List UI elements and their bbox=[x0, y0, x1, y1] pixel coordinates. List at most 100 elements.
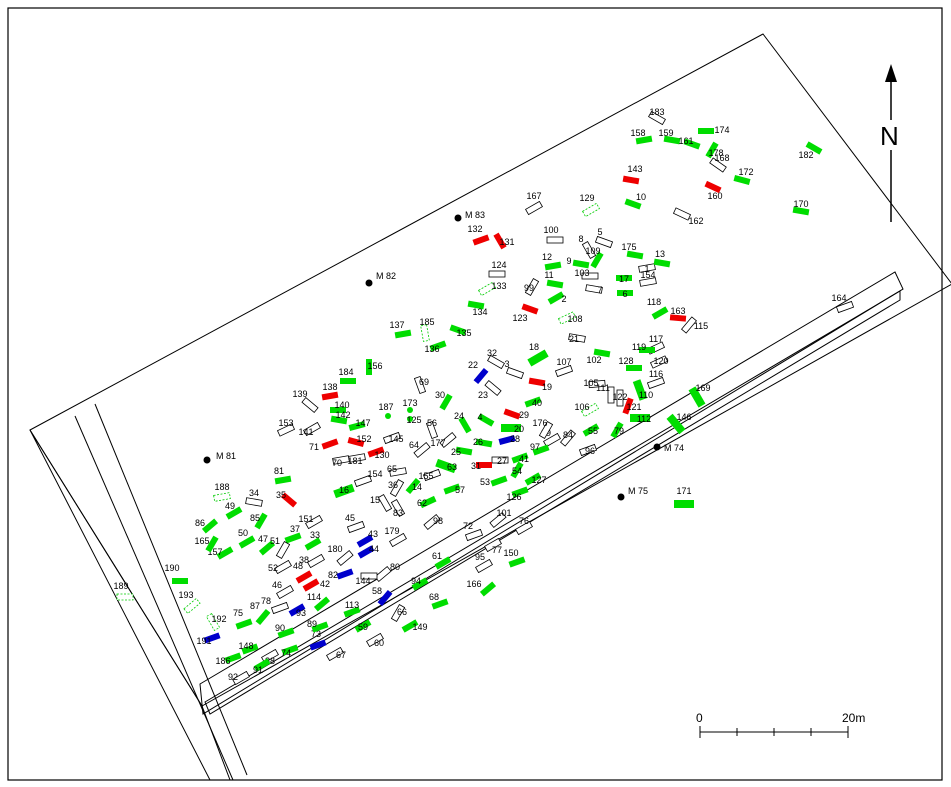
feature-mark bbox=[407, 416, 413, 422]
feature-153: 153 bbox=[276, 418, 296, 437]
feature-mark bbox=[581, 241, 597, 259]
feature-183: 183 bbox=[648, 107, 666, 126]
feature-label: 184 bbox=[338, 367, 353, 377]
feature-mark bbox=[321, 391, 339, 401]
feature-label: 77 bbox=[492, 545, 502, 555]
feature-mark bbox=[505, 366, 525, 380]
feature-label: 107 bbox=[556, 357, 571, 367]
feature-label: 173 bbox=[402, 398, 417, 408]
feature-mark bbox=[313, 596, 331, 612]
feature-30: 30 bbox=[435, 390, 453, 411]
feature-label: 161 bbox=[678, 136, 693, 146]
feature-label: 92 bbox=[228, 672, 238, 682]
feature-78: 78 bbox=[261, 596, 290, 615]
feature-mark bbox=[224, 652, 242, 664]
feature-74: 74 bbox=[281, 644, 299, 658]
feature-mark bbox=[674, 500, 694, 508]
feature-label: 178 bbox=[708, 148, 723, 158]
feature-label: 62 bbox=[417, 498, 427, 508]
feature-157: 157 bbox=[207, 546, 234, 560]
feature-mark bbox=[488, 270, 506, 278]
feature-122: 122 bbox=[612, 389, 628, 407]
feature-mark bbox=[405, 477, 421, 495]
feature-mark bbox=[489, 511, 507, 529]
feature-label: 128 bbox=[618, 356, 633, 366]
feature-mark bbox=[835, 300, 855, 314]
feature-mark bbox=[638, 263, 656, 273]
feature-mark bbox=[343, 606, 361, 618]
feature-131: 131 bbox=[493, 232, 515, 250]
feature-label: 51 bbox=[270, 536, 280, 546]
feature-182: 182 bbox=[798, 141, 823, 160]
feature-69: 69 bbox=[413, 375, 429, 395]
feature-93: 93 bbox=[288, 603, 306, 618]
feature-98: 98 bbox=[423, 513, 443, 531]
feature-label: 156 bbox=[367, 361, 382, 371]
feature-60: 60 bbox=[366, 632, 384, 648]
feature-181: 181 bbox=[347, 453, 366, 466]
feature-mark bbox=[307, 553, 325, 569]
marker-m82: M 82 bbox=[365, 271, 396, 287]
feature-13: 13 bbox=[653, 249, 671, 268]
feature-label: 153 bbox=[278, 418, 293, 428]
feature-mark bbox=[253, 658, 271, 672]
feature-40: 40 bbox=[524, 396, 542, 408]
feature-label: 9 bbox=[566, 256, 571, 266]
feature-label: 94 bbox=[411, 576, 421, 586]
feature-125: 125 bbox=[406, 415, 421, 425]
feature-mark bbox=[347, 437, 365, 447]
feature-label: 159 bbox=[658, 128, 673, 138]
feature-label: 150 bbox=[503, 548, 518, 558]
feature-label: 82 bbox=[328, 570, 338, 580]
feature-91: 91 bbox=[253, 658, 271, 675]
feature-145: 145 bbox=[382, 431, 404, 445]
feature-label: 137 bbox=[389, 320, 404, 330]
feature-label: 152 bbox=[356, 434, 371, 444]
feature-label: 166 bbox=[466, 579, 481, 589]
feature-label: 134 bbox=[472, 307, 487, 317]
feature-label: 86 bbox=[195, 518, 205, 528]
feature-mark bbox=[622, 175, 640, 185]
feature-118: 118 bbox=[647, 297, 669, 320]
north-arrow-icon bbox=[885, 64, 897, 82]
feature-mark bbox=[288, 603, 306, 617]
feature-mark bbox=[572, 259, 590, 269]
feature-178: 178 bbox=[705, 141, 724, 159]
feature-50: 50 bbox=[238, 528, 256, 549]
feature-label: 151 bbox=[298, 514, 313, 524]
feature-mark bbox=[683, 138, 701, 150]
feature-mark bbox=[581, 272, 599, 280]
feature-label: 84 bbox=[563, 430, 573, 440]
feature-81: 81 bbox=[274, 466, 292, 485]
feature-label: 64 bbox=[409, 440, 419, 450]
feature-mark bbox=[648, 110, 666, 126]
feature-mark bbox=[330, 415, 348, 425]
feature-115: 115 bbox=[680, 316, 708, 334]
feature-mark bbox=[464, 528, 484, 542]
feature-label: 149 bbox=[412, 622, 427, 632]
feature-82: 82 bbox=[328, 568, 354, 580]
feature-179: 179 bbox=[384, 526, 407, 548]
feature-mark bbox=[581, 402, 599, 418]
feature-label: 68 bbox=[429, 592, 439, 602]
feature-label: 115 bbox=[694, 321, 708, 331]
feature-2: 2 bbox=[547, 291, 567, 305]
feature-mark bbox=[527, 349, 549, 367]
feature-17: 17 bbox=[616, 274, 632, 284]
feature-label: 90 bbox=[275, 623, 285, 633]
feature-label: 165 bbox=[194, 536, 209, 546]
feature-mark bbox=[607, 386, 615, 404]
feature-46: 46 bbox=[272, 580, 294, 600]
feature-mark bbox=[295, 570, 313, 584]
feature-mark bbox=[709, 157, 727, 173]
feature-mark bbox=[413, 441, 431, 459]
feature-label: 31 bbox=[471, 461, 481, 471]
feature-114: 114 bbox=[307, 592, 331, 612]
feature-label: 28 bbox=[510, 434, 520, 444]
feature-mark bbox=[792, 206, 810, 216]
feature-label: 167 bbox=[526, 191, 541, 201]
feature-label: 140 bbox=[334, 400, 349, 410]
feature-mark bbox=[301, 396, 319, 414]
feature-23: 23 bbox=[478, 379, 502, 400]
feature-label: 33 bbox=[310, 530, 320, 540]
